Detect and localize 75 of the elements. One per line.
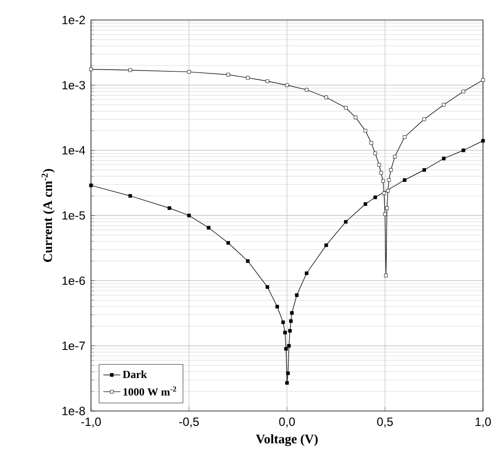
x-tick-label: -1,0 [81,418,101,428]
point [287,344,291,348]
point [422,168,426,172]
point [226,241,230,245]
point [324,243,328,248]
point [481,139,485,143]
point [246,259,250,263]
point [402,135,406,139]
point [389,168,393,172]
point [364,128,368,133]
y-tick-label: 1e-7 [62,342,85,350]
point [246,76,250,80]
point [89,68,93,72]
point [226,72,230,76]
y-tick-label: 1e-8 [62,406,85,416]
point [285,83,289,87]
y-axis-title: Current (A cm$^{-2}$) [42,169,55,262]
point [385,206,389,210]
point [481,78,485,82]
point [383,212,387,216]
x-axis-title: Voltage (V) [256,434,318,446]
point [387,178,391,182]
point [89,184,93,188]
x-tick-label: 0,5 [377,418,393,428]
point [369,141,374,145]
legend-label: 1000 W m$^{-2}$ [124,386,176,396]
y-tick-label: 1e-2 [62,16,85,24]
point [393,154,397,158]
point [442,102,446,107]
legend-label: Dark [122,370,147,378]
point [402,178,406,182]
point [381,179,385,183]
x-tick-label: -0,5 [179,418,199,428]
point [266,285,270,289]
point [386,188,390,193]
point [275,304,279,308]
point [344,106,348,110]
x-tick-label: 1,0 [476,418,491,428]
point [304,88,308,92]
point [286,371,290,376]
point [168,206,172,210]
y-tick-label: 1e-5 [62,211,85,220]
y-tick-label: 1e-3 [62,80,85,90]
point [379,171,383,175]
point [128,194,132,198]
y-tick-label: 1e-6 [62,276,85,285]
point [384,274,388,278]
point [373,152,377,156]
point [284,347,288,351]
point [266,79,270,84]
y-tick-label: 1e-4 [62,146,86,154]
point [373,196,377,200]
x-tick-label: 0,0 [279,418,295,428]
point [462,90,466,94]
point [442,156,446,160]
point [377,163,381,167]
point [324,96,328,100]
point [288,329,292,333]
point [289,319,293,323]
point [354,116,358,120]
point [283,330,287,334]
point [187,214,191,218]
point [206,226,210,230]
point [304,271,308,276]
point [187,70,191,74]
point [462,148,466,152]
point [382,191,386,195]
point [364,202,368,206]
point [290,311,294,315]
point [285,381,289,385]
point [281,320,285,324]
point [295,293,299,297]
point [344,220,348,224]
point [422,117,426,122]
point [128,68,132,72]
